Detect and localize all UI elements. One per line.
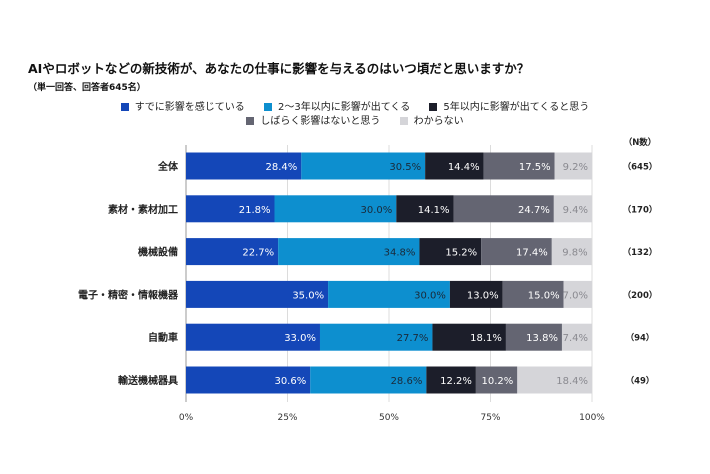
x-tick-label: 25% (277, 413, 297, 423)
category-label: 全体 (157, 160, 179, 173)
bar-segment (483, 152, 555, 180)
data-label: 27.7% (397, 333, 429, 344)
bar-segment (449, 280, 503, 308)
category-label: 素材・素材加工 (108, 203, 178, 216)
n-label: （94） (626, 333, 655, 344)
data-label: 9.2% (563, 162, 588, 173)
data-label: 10.2% (482, 376, 514, 387)
data-label: 21.8% (239, 205, 271, 216)
legend-swatch (264, 103, 272, 111)
bar-segment (328, 280, 450, 308)
data-label: 34.8% (384, 248, 416, 259)
bar-segment (517, 366, 592, 394)
bar-segment (186, 152, 302, 180)
data-label: 13.0% (467, 290, 499, 301)
bar-segment (563, 280, 592, 308)
legend-row-2: しばらく影響はないと思う わからない (0, 112, 710, 127)
legend-label: 2～3年以内に影響が出てくる (278, 102, 411, 113)
bar-segment (186, 238, 279, 266)
data-label: 15.2% (445, 248, 477, 259)
n-label: （200） (623, 290, 658, 301)
data-label: 18.1% (470, 333, 502, 344)
n-label: （645） (623, 162, 658, 173)
legend-label: わからない (413, 116, 464, 127)
bar-segment (186, 323, 320, 351)
x-tick-label: 75% (480, 413, 500, 423)
legend-swatch (429, 103, 438, 111)
legend-row-1: すでに影響を感じている 2～3年以内に影響が出てくる 5年以内に影響が出てくると… (0, 98, 710, 113)
legend-swatch (120, 103, 129, 111)
bar-segment (186, 366, 311, 394)
bar-segment (453, 195, 554, 223)
bar-segment (481, 238, 552, 266)
bar-segment (502, 280, 564, 308)
data-label: 13.8% (526, 333, 558, 344)
data-label: 30.6% (274, 376, 306, 387)
data-label: 9.8% (562, 248, 587, 259)
n-label: （132） (623, 247, 658, 258)
legend-swatch (246, 117, 255, 125)
bar-segment (553, 195, 592, 223)
legend-item: しばらく影響はないと思う (246, 112, 380, 127)
legend-item: わからない (399, 112, 464, 127)
legend-label: 5年以内に影響が出てくると思う (443, 102, 590, 113)
data-label: 30.0% (414, 290, 446, 301)
category-label: 機械設備 (138, 246, 178, 259)
bar-segment (274, 195, 397, 223)
legend-item: 5年以内に影響が出てくると思う (429, 98, 589, 113)
x-tick-label: 0% (179, 413, 194, 423)
bar-segment (551, 238, 592, 266)
legend-label: しばらく影響はないと思う (260, 116, 381, 127)
bar-segment (319, 323, 433, 351)
data-label: 33.0% (284, 333, 316, 344)
legend-label: すでに影響を感じている (134, 102, 245, 113)
category-label: 輸送機械器具 (118, 374, 178, 387)
bar-segment (425, 152, 484, 180)
n-header: （N数） (624, 137, 657, 148)
legend-item: すでに影響を感じている (120, 98, 245, 113)
category-label: 電子・精密・情報機器 (78, 288, 179, 301)
data-label: 24.7% (518, 205, 550, 216)
bar-segment (505, 323, 562, 351)
data-label: 12.2% (440, 376, 472, 387)
bar-segment (419, 238, 482, 266)
data-label: 7.4% (563, 333, 588, 344)
n-label: （49） (626, 376, 655, 387)
legend-swatch (399, 117, 408, 125)
chart-subtitle: （単一回答、回答者645名） (28, 83, 146, 93)
n-label: （170） (623, 204, 658, 215)
data-label: 22.7% (242, 248, 274, 259)
data-label: 28.6% (391, 376, 423, 387)
data-label: 9.4% (563, 205, 588, 216)
data-label: 17.5% (519, 162, 551, 173)
bar-segment (475, 366, 518, 394)
data-label: 14.1% (418, 205, 450, 216)
bar-segment (186, 280, 329, 308)
bar-segment (561, 323, 592, 351)
x-tick-label: 100% (579, 413, 605, 423)
data-label: 14.4% (448, 162, 480, 173)
data-label: 17.4% (516, 248, 548, 259)
chart-title: AIやロボットなどの新技術が、あなたの仕事に影響を与えるのはいつ頃だと思いますか… (28, 61, 530, 76)
data-label: 35.0% (292, 290, 324, 301)
data-label: 15.0% (528, 290, 560, 301)
bar-segment (426, 366, 476, 394)
bar-segment (396, 195, 454, 223)
x-tick-label: 50% (379, 413, 399, 423)
data-label: 30.5% (389, 162, 421, 173)
category-label: 自動車 (148, 331, 178, 344)
bar-segment (301, 152, 426, 180)
bar-segment (554, 152, 592, 180)
bar-segment (278, 238, 420, 266)
legend-item: 2～3年以内に影響が出てくる (264, 98, 410, 113)
data-label: 18.4% (556, 376, 588, 387)
data-label: 7.0% (563, 290, 588, 301)
bar-segment (186, 195, 275, 223)
data-label: 30.0% (361, 205, 393, 216)
data-label: 28.4% (266, 162, 298, 173)
bar-segment (310, 366, 427, 394)
bar-segment (432, 323, 506, 351)
